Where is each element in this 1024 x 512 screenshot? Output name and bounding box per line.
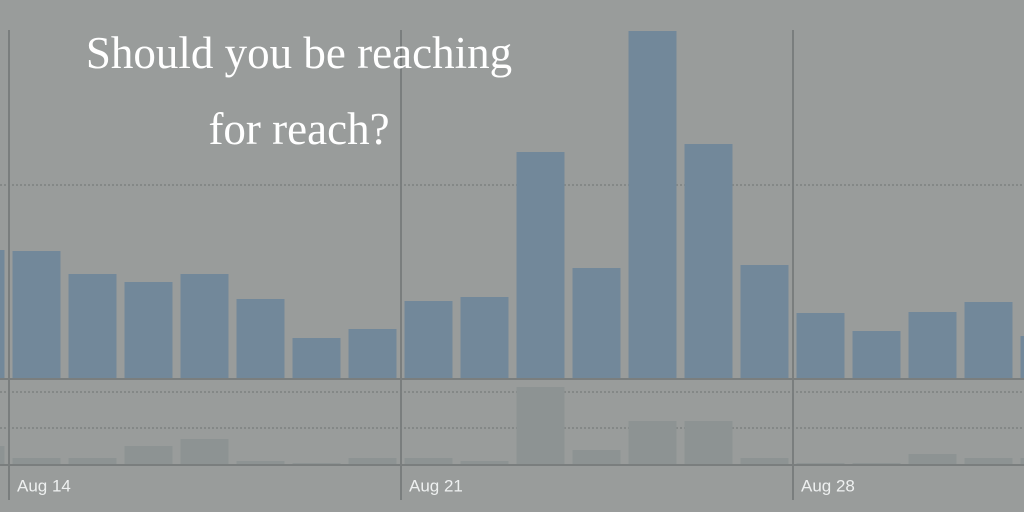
- bar: [0, 446, 5, 465]
- bar: [628, 31, 677, 379]
- bar: [0, 250, 5, 379]
- bar: [1020, 458, 1024, 465]
- bar: [12, 458, 61, 465]
- bar: [964, 458, 1013, 465]
- bar: [348, 329, 397, 379]
- bar: [236, 299, 285, 379]
- bar: [1020, 336, 1024, 379]
- bar: [404, 458, 453, 465]
- bar: [180, 439, 229, 465]
- bar: [964, 302, 1013, 379]
- bar: [124, 446, 173, 465]
- bar: [460, 297, 509, 379]
- bar: [460, 461, 509, 465]
- bar: [292, 338, 341, 379]
- bar: [628, 421, 677, 465]
- bar: [516, 387, 565, 465]
- x-tick-label: Aug 14: [17, 476, 71, 495]
- bar: [68, 274, 117, 379]
- title-line: Should you be reaching: [86, 28, 512, 78]
- bar: [572, 450, 621, 465]
- bar: [684, 144, 733, 379]
- plot: Aug 14 Aug 21 Aug 28: [0, 30, 1024, 500]
- bar: [684, 421, 733, 465]
- bar: [908, 454, 957, 465]
- bar: [180, 274, 229, 379]
- bar: [68, 458, 117, 465]
- bar: [740, 265, 789, 379]
- bar: [348, 458, 397, 465]
- bar: [516, 152, 565, 379]
- bar: [796, 313, 845, 379]
- bar: [572, 268, 621, 379]
- bar: [236, 461, 285, 465]
- bar: [852, 331, 901, 379]
- x-tick-label: Aug 28: [801, 476, 855, 495]
- x-tick-label: Aug 21: [409, 476, 463, 495]
- bar: [12, 251, 61, 379]
- bar: [908, 312, 957, 379]
- title-line: for reach?: [208, 104, 389, 154]
- bar: [124, 282, 173, 379]
- bar: [404, 301, 453, 379]
- bar: [740, 458, 789, 465]
